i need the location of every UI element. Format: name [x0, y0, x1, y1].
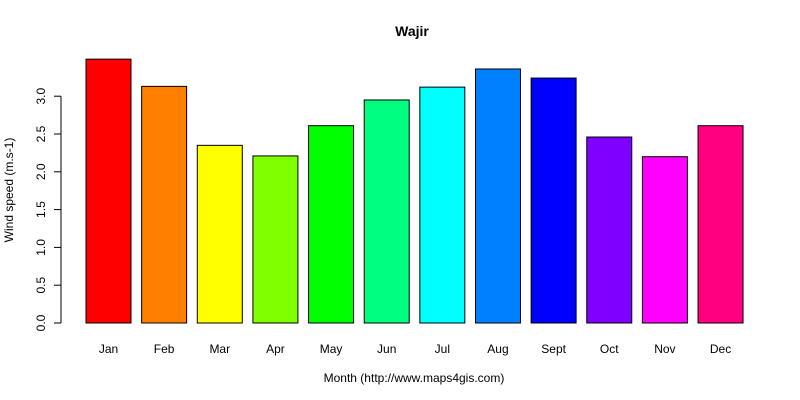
bar-oct [586, 136, 633, 324]
y-tick-label: 3.0 [34, 88, 48, 105]
y-tick-label: 1.5 [34, 201, 48, 218]
bar-jun [363, 99, 410, 324]
y-tick-label: 2.0 [34, 163, 48, 180]
bar-apr [252, 155, 299, 324]
x-tick-label: Apr [266, 342, 285, 356]
x-tick-label: Feb [154, 342, 175, 356]
y-tick-label: 0.5 [34, 277, 48, 294]
bar-aug [474, 68, 521, 324]
y-axis-label: Wind speed (m.s-1) [2, 138, 16, 243]
x-tick-label: Jun [377, 342, 396, 356]
x-tick-label: Nov [654, 342, 675, 356]
bar-dec [697, 125, 744, 324]
bar-nov [641, 156, 688, 324]
bar-sept [530, 77, 577, 324]
bar-feb [141, 85, 188, 324]
bar-jan [85, 58, 132, 324]
x-tick-label: Aug [487, 342, 508, 356]
x-tick-label: Jul [435, 342, 450, 356]
bar-may [308, 125, 355, 324]
x-tick-label: Dec [710, 342, 731, 356]
y-tick-label: 1.0 [34, 239, 48, 256]
bar-mar [196, 144, 243, 324]
x-axis-label: Month (http://www.maps4gis.com) [324, 371, 505, 385]
bars-group [85, 58, 744, 324]
x-tick-label: May [320, 342, 343, 356]
x-tick-label: Mar [209, 342, 230, 356]
y-tick-label: 0.0 [34, 314, 48, 331]
y-axis: 0.0 0.5 1.0 1.5 2.0 2.5 3.0 [34, 88, 62, 331]
bar-jul [419, 86, 466, 324]
x-tick-label: Oct [600, 342, 619, 356]
x-tick-label: Jan [99, 342, 118, 356]
y-tick-label: 2.5 [34, 125, 48, 142]
x-tick-label: Sept [541, 342, 566, 356]
chart-title: Wajir [395, 23, 429, 39]
x-tick-labels: Jan Feb Mar Apr May Jun Jul Aug Sept Oct Nov Dec [99, 342, 731, 356]
